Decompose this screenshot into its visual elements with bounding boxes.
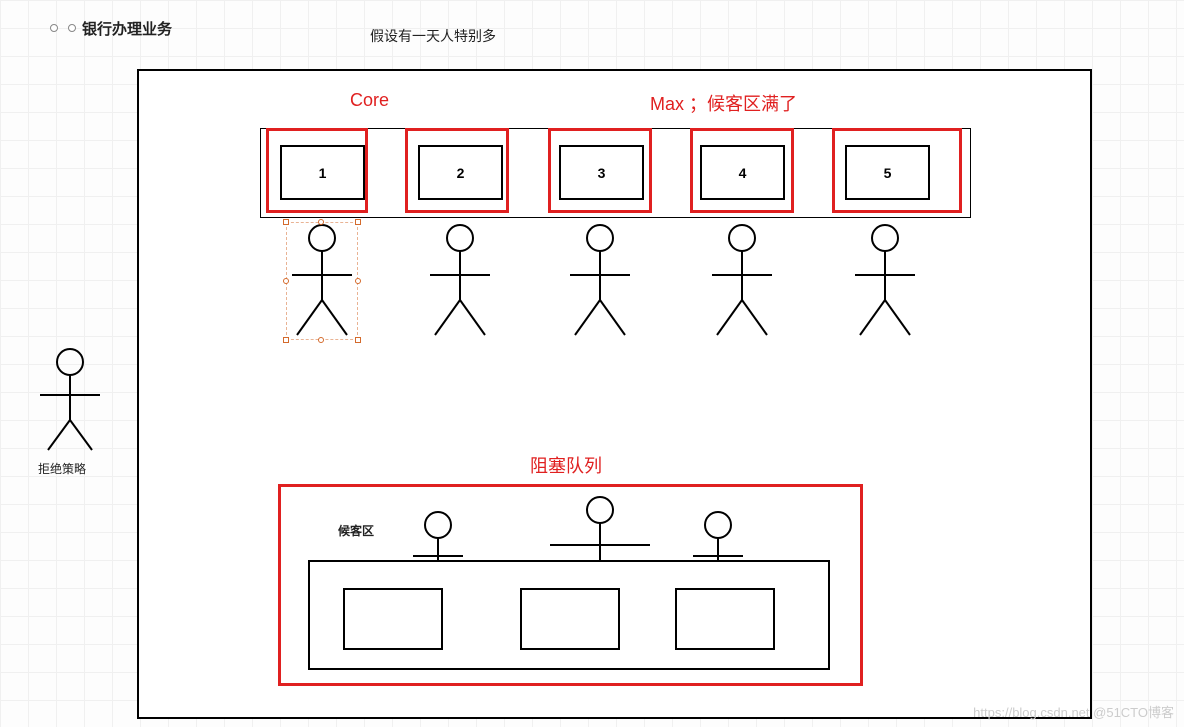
- counter-number: 2: [457, 165, 465, 181]
- max-label: Max ；候客区满了: [650, 90, 797, 116]
- waiting-area-label: 候客区: [338, 522, 374, 539]
- counter-number: 5: [884, 165, 892, 181]
- counter-box[interactable]: 4: [700, 145, 785, 200]
- counter-box[interactable]: 1: [280, 145, 365, 200]
- selection-overlay[interactable]: [286, 222, 358, 340]
- counter-box[interactable]: 2: [418, 145, 503, 200]
- reject-policy-label: 拒绝策略: [38, 460, 86, 477]
- waiting-slot: [343, 588, 443, 650]
- waiting-slot: [520, 588, 620, 650]
- counter-box[interactable]: 5: [845, 145, 930, 200]
- subtitle-text: 假设有一天人特别多: [370, 26, 496, 46]
- outline-bullet-icon: [50, 24, 58, 32]
- outline-bullet-icon: [68, 24, 76, 32]
- waiting-slot: [675, 588, 775, 650]
- counter-box[interactable]: 3: [559, 145, 644, 200]
- core-label: Core: [350, 90, 389, 111]
- diagram-canvas: 银行办理业务 假设有一天人特别多 Core Max ；候客区满了 1 2 3 4…: [0, 0, 1184, 727]
- counter-number: 1: [319, 165, 327, 181]
- person-icon: [40, 349, 100, 450]
- page-title: 银行办理业务: [82, 18, 172, 39]
- counter-number: 3: [598, 165, 606, 181]
- watermark-text: https://blog.csdn.net @51CTO博客: [973, 702, 1174, 721]
- blocking-queue-label: 阻塞队列: [530, 452, 602, 478]
- counter-number: 4: [739, 165, 747, 181]
